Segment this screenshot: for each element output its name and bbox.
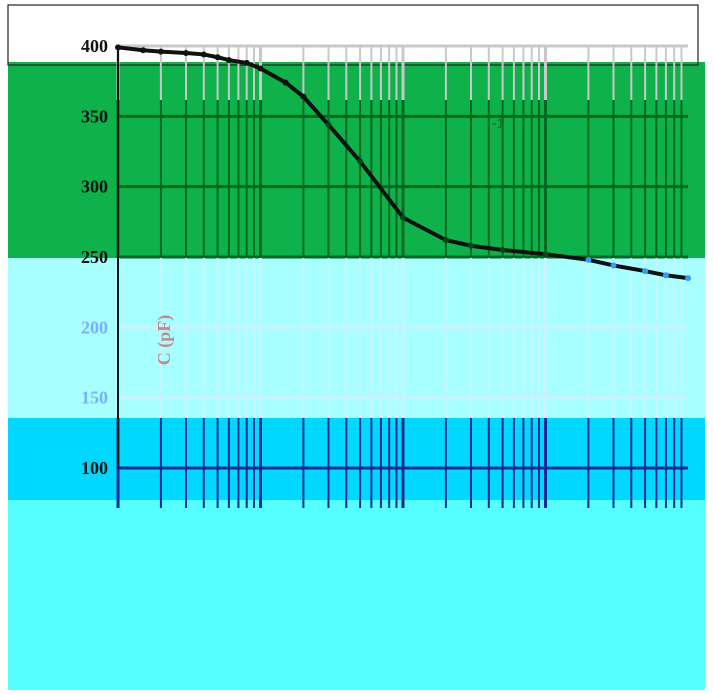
data-point (214, 54, 221, 61)
top-frame (7, 4, 699, 66)
data-point (685, 275, 691, 282)
data-point (662, 272, 669, 279)
data-point (182, 50, 189, 57)
data-point (243, 59, 250, 66)
y-tick-label: 250 (81, 247, 108, 267)
y-tick-label: 150 (81, 388, 108, 408)
data-point (115, 44, 121, 51)
data-series (115, 44, 691, 282)
data-point (442, 237, 449, 244)
slope-annotation: -1 (492, 115, 505, 131)
data-point (257, 65, 264, 72)
y-tick-label: 400 (81, 36, 108, 56)
data-point (282, 79, 289, 86)
data-point (642, 268, 649, 275)
data-point (325, 121, 332, 128)
data-point (200, 51, 207, 58)
y-tick-label: 200 (81, 317, 108, 337)
data-point (610, 262, 617, 269)
data-point (300, 93, 307, 100)
y-tick-label: 300 (81, 177, 108, 197)
data-point (225, 57, 232, 64)
data-point (585, 256, 592, 263)
data-point (499, 246, 506, 253)
y-axis-title: C (pF) (154, 315, 175, 366)
y-tick-label: 350 (81, 106, 108, 126)
data-point (467, 242, 474, 249)
data-point (140, 47, 147, 54)
band-cyan-bottom (8, 500, 705, 690)
data-point (400, 214, 406, 221)
y-tick-labels: 100 150 200 250 300 350 400 (81, 36, 108, 478)
data-point (542, 251, 549, 258)
y-tick-label: 100 (81, 458, 108, 478)
grid-lines (116, 44, 688, 508)
data-point (357, 158, 364, 165)
data-point (157, 48, 164, 55)
